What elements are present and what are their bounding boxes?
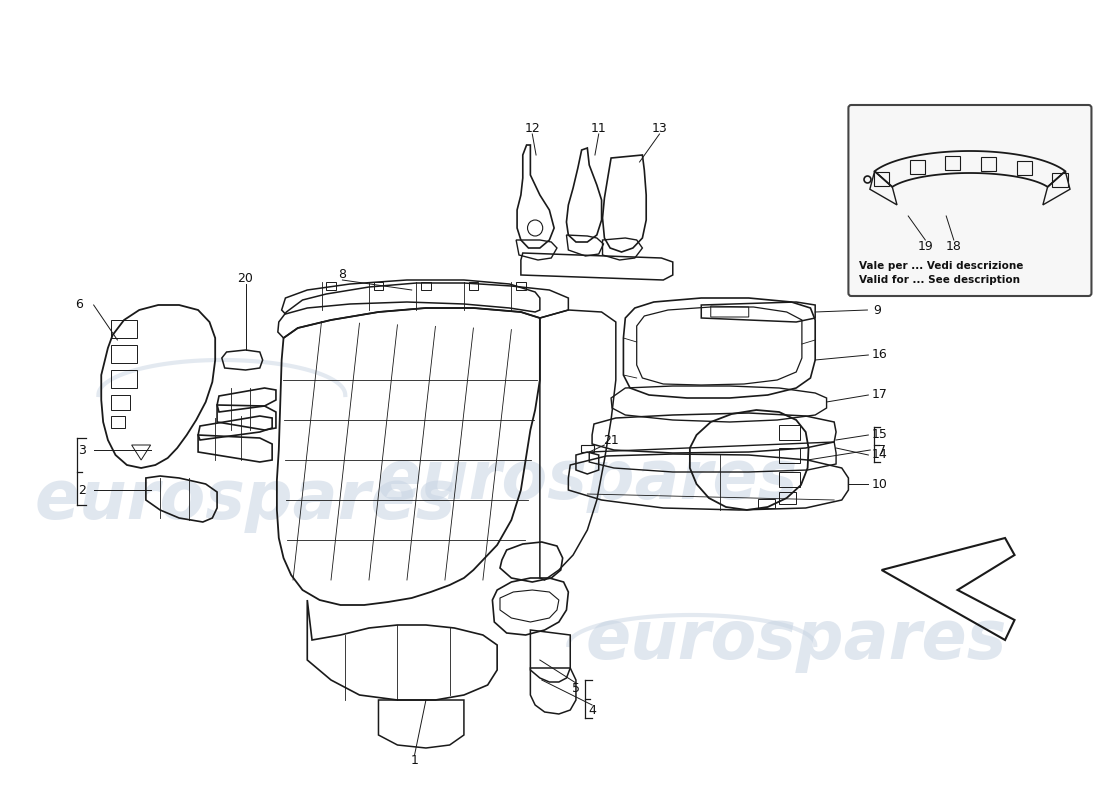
Text: eurospares: eurospares bbox=[35, 467, 456, 533]
Text: 19: 19 bbox=[917, 239, 933, 253]
Text: eurospares: eurospares bbox=[585, 607, 1006, 673]
Text: 20: 20 bbox=[238, 271, 253, 285]
Text: 9: 9 bbox=[873, 303, 881, 317]
Text: 13: 13 bbox=[651, 122, 668, 134]
Text: 8: 8 bbox=[339, 269, 346, 282]
Text: 18: 18 bbox=[946, 239, 961, 253]
Text: 12: 12 bbox=[525, 122, 540, 134]
Text: 16: 16 bbox=[872, 349, 888, 362]
Text: 10: 10 bbox=[872, 478, 888, 490]
Text: 14: 14 bbox=[872, 449, 888, 462]
Text: 21: 21 bbox=[603, 434, 619, 446]
Text: 11: 11 bbox=[591, 122, 606, 134]
Text: 3: 3 bbox=[78, 443, 86, 457]
Text: eurospares: eurospares bbox=[376, 447, 798, 513]
Text: 17: 17 bbox=[872, 389, 888, 402]
FancyBboxPatch shape bbox=[848, 105, 1091, 296]
Text: 7: 7 bbox=[878, 443, 886, 457]
Text: 5: 5 bbox=[572, 682, 580, 694]
Text: 15: 15 bbox=[872, 429, 888, 442]
Text: 6: 6 bbox=[76, 298, 84, 311]
Text: 2: 2 bbox=[78, 483, 86, 497]
Text: 1: 1 bbox=[410, 754, 418, 766]
Text: Valid for ... See description: Valid for ... See description bbox=[859, 275, 1020, 285]
Text: 4: 4 bbox=[588, 703, 596, 717]
Text: Vale per ... Vedi descrizione: Vale per ... Vedi descrizione bbox=[859, 261, 1023, 271]
